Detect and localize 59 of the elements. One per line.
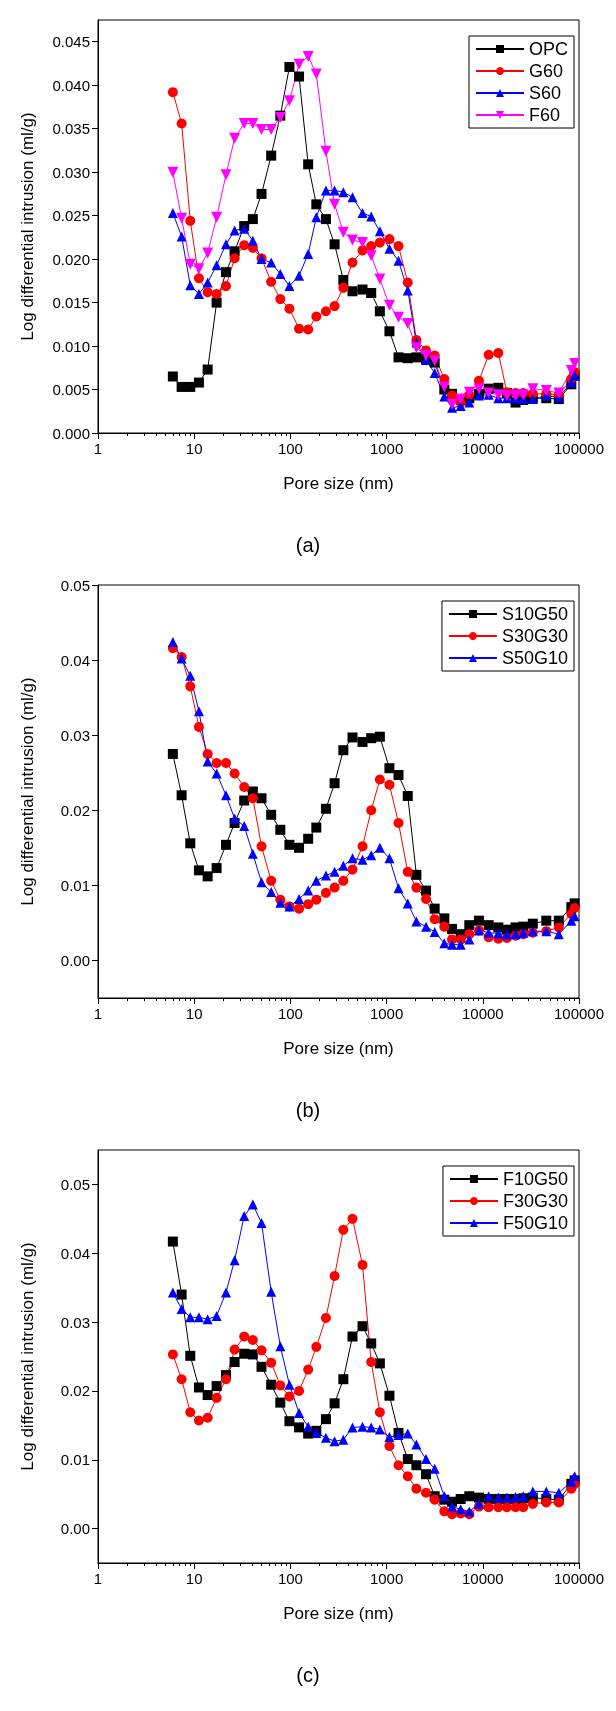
x-axis-title: Pore size (nm) xyxy=(283,1039,394,1058)
x-tick-label: 10000 xyxy=(461,440,504,457)
x-axis-title: Pore size (nm) xyxy=(283,1604,394,1623)
text: (a) xyxy=(295,534,321,556)
x-tick-label: 1000 xyxy=(369,1005,404,1022)
y-axis-title: Log differential intrusion (ml/g) xyxy=(18,112,37,341)
legend-label: F60 xyxy=(528,105,561,125)
y-tick-label: 0.035 xyxy=(52,120,90,138)
text: (c) xyxy=(296,1664,320,1686)
legend-label: OPC xyxy=(528,39,569,59)
y-tick-label: 0.025 xyxy=(52,207,90,225)
legend-label: S10G50 xyxy=(501,604,569,624)
x-tick-label: 10000 xyxy=(461,1005,504,1022)
x-tick-label: 1 xyxy=(93,440,103,457)
y-tick-label: 0.03 xyxy=(60,726,90,744)
x-tick-label: 1 xyxy=(93,1570,103,1587)
x-axis-title: Pore size (nm) xyxy=(283,474,394,493)
y-tick-label: 0.00 xyxy=(60,951,90,969)
x-tick-label: 10 xyxy=(185,440,203,457)
y-tick-label: 0.000 xyxy=(52,424,90,442)
x-tick-label: 100000 xyxy=(553,1005,605,1022)
y-tick-label: 0.010 xyxy=(52,337,90,355)
y-tick-label: 0.01 xyxy=(60,876,90,894)
y-tick-label: 0.045 xyxy=(52,33,90,51)
y-tick-label: 0.04 xyxy=(60,651,90,669)
y-tick-label: 0.020 xyxy=(52,250,90,268)
y-axis-title: Log differential intrusion (ml/g) xyxy=(18,677,37,906)
x-tick-label: 100 xyxy=(277,1005,303,1022)
y-tick-label: 0.005 xyxy=(52,381,90,399)
x-tick-label: 1000 xyxy=(369,1570,404,1587)
legend-label: G60 xyxy=(528,61,564,81)
y-tick-label: 0.03 xyxy=(60,1313,90,1331)
y-tick-label: 0.040 xyxy=(52,76,90,94)
text: (b) xyxy=(295,1099,321,1121)
y-tick-label: 0.015 xyxy=(52,294,90,312)
y-tick-label: 0.05 xyxy=(60,576,90,594)
x-tick-label: 10000 xyxy=(461,1570,504,1587)
legend-label: S60 xyxy=(528,83,562,103)
y-tick-label: 0.00 xyxy=(60,1520,90,1538)
y-tick-label: 0.02 xyxy=(60,1382,90,1400)
y-axis-title: Log differential intrusion (ml/g) xyxy=(18,1242,37,1471)
y-tick-label: 0.02 xyxy=(60,801,90,819)
x-tick-label: 10 xyxy=(185,1005,203,1022)
x-tick-label: 100000 xyxy=(553,440,605,457)
y-tick-label: 0.04 xyxy=(60,1244,90,1262)
x-tick-label: 1000 xyxy=(369,440,404,457)
y-tick-label: 0.01 xyxy=(60,1451,90,1469)
legend-label: F10G50 xyxy=(502,1169,569,1189)
x-tick-label: 100000 xyxy=(553,1570,605,1587)
x-tick-label: 1 xyxy=(93,1005,103,1022)
y-tick-label: 0.030 xyxy=(52,163,90,181)
legend-label: F30G30 xyxy=(502,1191,569,1211)
x-tick-label: 100 xyxy=(277,440,303,457)
x-tick-label: 10 xyxy=(185,1570,203,1587)
legend-label: S50G10 xyxy=(501,648,569,668)
x-tick-label: 100 xyxy=(277,1570,303,1587)
legend-label: F50G10 xyxy=(502,1213,569,1233)
y-tick-label: 0.05 xyxy=(60,1175,90,1193)
legend-label: S30G30 xyxy=(501,626,569,646)
